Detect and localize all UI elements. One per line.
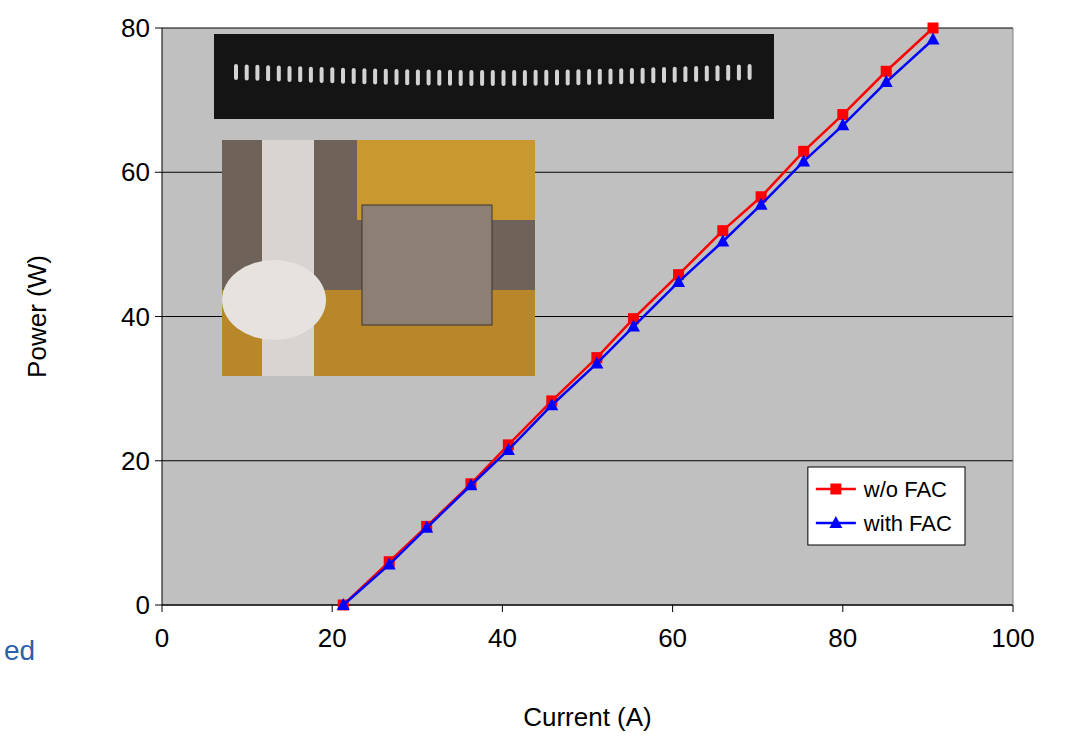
marker [836, 118, 849, 130]
marker [590, 356, 603, 368]
marker [928, 23, 939, 34]
tick-mark [672, 605, 673, 612]
tick-mark [162, 605, 163, 612]
tick-label: 0 [136, 590, 150, 620]
legend-label: with FAC [863, 511, 952, 536]
grid-line [162, 460, 1013, 461]
plot-area [162, 28, 1013, 605]
legend-label: w/o FAC [863, 477, 947, 502]
series-group [337, 23, 940, 611]
inset-photo [222, 140, 535, 376]
legend-marker [829, 516, 842, 528]
tick-mark [332, 605, 333, 612]
annotation: ed [4, 635, 35, 666]
tick-label: 40 [121, 302, 150, 332]
tick-mark [155, 316, 162, 317]
tick-mark [155, 172, 162, 173]
marker [337, 598, 350, 610]
tick-label: 40 [488, 623, 517, 653]
axis-title: Power (W) [22, 255, 52, 378]
tick-label: 20 [318, 623, 347, 653]
tick-label: 60 [121, 157, 150, 187]
tick-label: 20 [121, 446, 150, 476]
marker [420, 521, 433, 533]
tick-label: 0 [155, 623, 169, 653]
tick-mark [155, 460, 162, 461]
tick-label: 100 [991, 623, 1034, 653]
marker [716, 234, 729, 246]
tick-label: 80 [121, 13, 150, 43]
marker [383, 558, 396, 570]
tick-mark [842, 605, 843, 612]
grid-line [162, 605, 1013, 606]
marker [797, 154, 810, 166]
marker [545, 398, 558, 410]
marker [880, 75, 893, 87]
plot-frame [1013, 28, 1014, 605]
legend-marker [830, 484, 841, 495]
marker [502, 443, 515, 455]
axis-title: Current (A) [523, 702, 652, 732]
marker [627, 320, 640, 332]
inset-emitter-image [214, 34, 774, 119]
tick-label: 60 [658, 623, 687, 653]
legend: w/o FAC with FAC [808, 467, 965, 545]
tick-mark [502, 605, 503, 612]
grid-line [162, 28, 1013, 29]
tick-mark [1013, 605, 1014, 612]
marker [464, 478, 477, 490]
marker [755, 198, 768, 210]
marker [927, 33, 940, 45]
tick-label: 80 [828, 623, 857, 653]
marker [672, 275, 685, 287]
chart: 0 20 40 60 80 0 20 40 60 80 100 Current (A) Power (W… [0, 0, 1070, 743]
tick-mark [155, 28, 162, 29]
tick-mark [155, 605, 162, 606]
y-axis [162, 28, 163, 605]
x-axis [162, 605, 1013, 606]
legend-box [808, 467, 965, 545]
